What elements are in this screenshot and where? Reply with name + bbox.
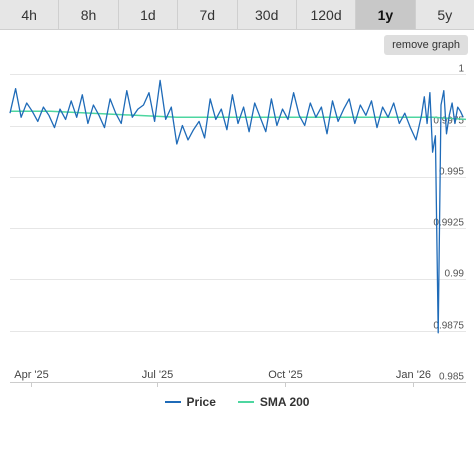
x-tick-label: Jul '25: [142, 369, 173, 381]
legend-item-price[interactable]: Price: [164, 395, 216, 409]
y-tick-label: 0.9875: [433, 321, 464, 332]
series-line-price: [9, 79, 464, 334]
chart-grid: [10, 74, 466, 383]
time-range-tabs: 4h 8h 1d 7d 30d 120d 1y 5y: [0, 0, 474, 30]
legend-label-price: Price: [186, 395, 216, 409]
chart-series: [9, 79, 467, 334]
y-tick-label: 0.985: [439, 372, 464, 383]
range-tab-5y[interactable]: 5y: [437, 6, 453, 23]
y-tick-label: 0.9925: [433, 218, 464, 229]
y-tick-label: 0.99: [445, 269, 465, 280]
chart-legend: Price SMA 200: [0, 392, 474, 412]
y-tick-label: 1: [458, 64, 464, 75]
legend-label-sma: SMA 200: [259, 395, 310, 409]
x-tick-label: Oct '25: [268, 369, 303, 381]
range-tab-8h[interactable]: 8h: [59, 0, 119, 29]
range-tab-30d[interactable]: 30d: [238, 0, 297, 29]
range-tab-4h[interactable]: 4h: [0, 0, 60, 29]
y-tick-label: 0.995: [439, 167, 464, 178]
x-tick-label: Jan '26: [396, 369, 431, 381]
legend-swatch-price: [164, 401, 181, 403]
range-tab-7d[interactable]: 7d: [178, 0, 238, 29]
range-tab-1d[interactable]: 1d: [119, 0, 179, 29]
remove-graph-button[interactable]: remove graph: [384, 35, 468, 55]
legend-swatch-sma: [237, 401, 254, 403]
legend-item-sma[interactable]: SMA 200: [237, 395, 310, 409]
x-axis-ticks: Apr '25 Jul '25 Oct '25 Jan '26: [14, 369, 431, 387]
series-line-sma200: [10, 110, 467, 121]
x-tick-label: Apr '25: [14, 369, 49, 381]
range-tab-120d[interactable]: 120d: [297, 0, 357, 29]
range-tab-1y[interactable]: 1y: [356, 0, 416, 29]
